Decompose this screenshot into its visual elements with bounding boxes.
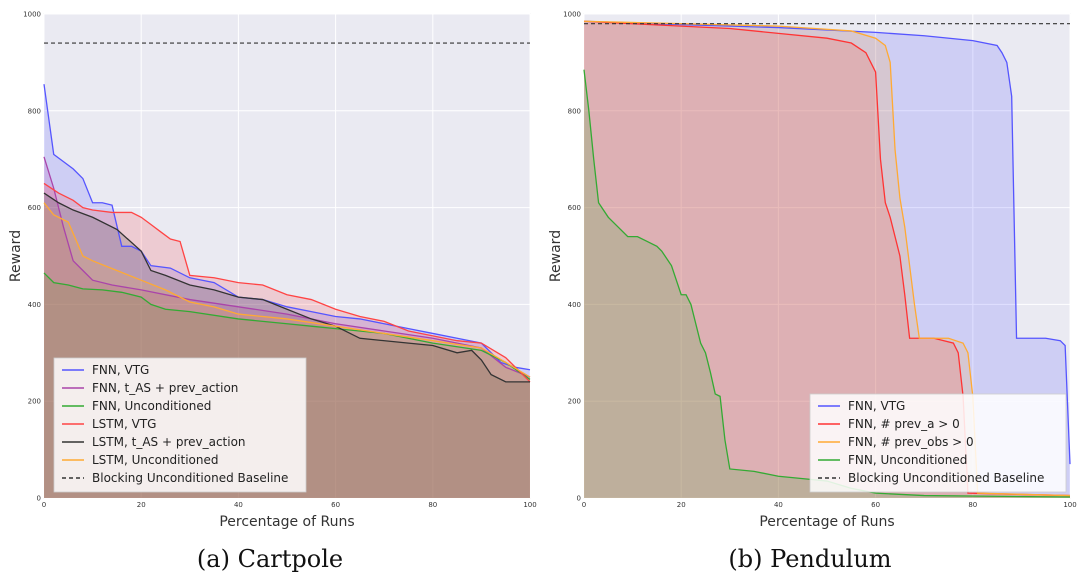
y-tick-label: 800 bbox=[28, 107, 41, 115]
x-tick-label: 0 bbox=[582, 501, 586, 509]
line-fnn-unconditioned bbox=[43, 272, 531, 380]
legend-label: LSTM, t_AS + prev_action bbox=[92, 435, 246, 449]
line-fnn-prev-a-0 bbox=[583, 20, 1071, 497]
y-tick-label: 0 bbox=[577, 495, 581, 503]
x-tick-label: 100 bbox=[1063, 501, 1076, 509]
legend-label: LSTM, Unconditioned bbox=[92, 453, 219, 467]
x-axis-label: Percentage of Runs bbox=[759, 514, 894, 530]
line-fnn-unconditioned bbox=[583, 69, 1071, 498]
x-tick-label: 20 bbox=[677, 501, 686, 509]
x-tick-label: 40 bbox=[234, 501, 243, 509]
x-axis-label: Percentage of Runs bbox=[219, 514, 354, 530]
line-lstm-unconditioned bbox=[43, 202, 531, 378]
line-lstm-t-as-prev-action bbox=[43, 192, 530, 383]
y-tick-label: 400 bbox=[28, 301, 41, 309]
cartpole-caption: (a) Cartpole bbox=[196, 545, 344, 573]
area-fnn-unconditioned bbox=[584, 69, 1070, 498]
y-tick-label: 800 bbox=[568, 107, 581, 115]
x-tick-label: 20 bbox=[137, 501, 146, 509]
x-tick-label: 80 bbox=[428, 501, 437, 509]
legend-label: FNN, VTG bbox=[848, 399, 905, 413]
legend-label: FNN, # prev_obs > 0 bbox=[848, 435, 974, 449]
y-tick-label: 200 bbox=[28, 398, 41, 406]
legend bbox=[809, 393, 1067, 493]
pendulum-panel: 0 20 40 60 80 100 0 200 400 600 800 1000 Percentage … bbox=[540, 0, 1080, 588]
y-tick-label: 200 bbox=[568, 398, 581, 406]
y-axis-label: Reward bbox=[548, 230, 564, 282]
pendulum-chart: 0 20 40 60 80 10002004006008001000Percentage … bbox=[548, 11, 1077, 531]
x-tick-label: 60 bbox=[331, 501, 340, 509]
legend-label: FNN, # prev_a > 0 bbox=[848, 417, 960, 431]
legend-label: FNN, Unconditioned bbox=[848, 453, 967, 467]
x-tick-label: 0 bbox=[42, 501, 46, 509]
y-tick-label: 0 bbox=[37, 495, 41, 503]
area-fnn-prev-a-0 bbox=[584, 21, 1070, 498]
legend-label: FNN, VTG bbox=[92, 363, 149, 377]
y-tick-label: 600 bbox=[28, 204, 41, 212]
y-tick-label: 1000 bbox=[563, 11, 581, 19]
legend-label: Blocking Unconditioned Baseline bbox=[92, 471, 288, 485]
line-lstm-vtg bbox=[43, 182, 531, 383]
x-tick-label: 80 bbox=[968, 501, 977, 509]
line-fnn-prev-obs-0 bbox=[583, 20, 1071, 497]
line-fnn-t-as-prev-action bbox=[43, 156, 531, 378]
y-tick-label: 1000 bbox=[23, 11, 41, 19]
line-fnn-vtg bbox=[43, 84, 531, 371]
y-tick-label: 400 bbox=[568, 301, 581, 309]
y-axis-label: Reward bbox=[8, 230, 24, 282]
x-tick-label: 40 bbox=[774, 501, 783, 509]
legend-label: FNN, t_AS + prev_action bbox=[92, 381, 238, 395]
legend-label: LSTM, VTG bbox=[92, 417, 156, 431]
line-fnn-vtg bbox=[583, 20, 1071, 465]
legend-label: Blocking Unconditioned Baseline bbox=[848, 471, 1044, 485]
x-tick-label: 100 bbox=[523, 501, 536, 509]
x-tick-label: 60 bbox=[871, 501, 880, 509]
legend bbox=[53, 357, 307, 493]
area-fnn-vtg bbox=[584, 21, 1070, 498]
y-tick-label: 600 bbox=[568, 204, 581, 212]
pendulum-caption: (b) Pendulum bbox=[728, 545, 892, 573]
cartpole-panel: 0 20 40 60 80 100 0 200 400 600 800 1000 Percentage … bbox=[8, 11, 537, 574]
cartpole-chart: 0 20 40 60 80 10002004006008001000Percentage … bbox=[8, 11, 537, 531]
area-fnn-prev-obs-0 bbox=[584, 21, 1070, 498]
legend-label: FNN, Unconditioned bbox=[92, 399, 211, 413]
